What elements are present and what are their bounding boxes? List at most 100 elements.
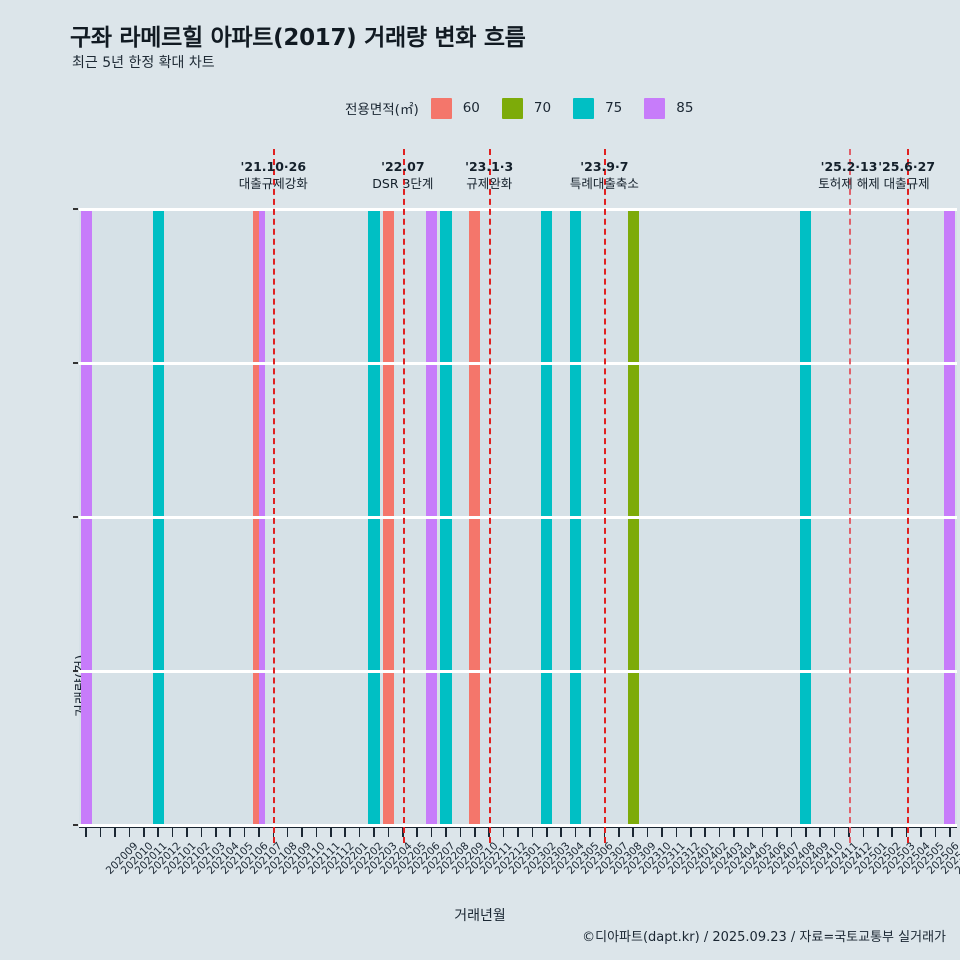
- event-label-202309: 특례대출축소: [569, 176, 639, 191]
- legend-label-75: 75: [605, 100, 623, 116]
- event-line-202110: [273, 149, 276, 843]
- x-tick-mark-202209: [430, 828, 433, 837]
- legend-item-85[interactable]: 85: [644, 97, 715, 119]
- event-date-202506: '25.6·27: [878, 159, 936, 174]
- event-label-202207: DSR 3단계: [372, 176, 434, 191]
- event-line-202502: [849, 149, 852, 843]
- x-tick-mark-202410: [790, 828, 793, 837]
- gridline-y-0.25: [79, 669, 957, 673]
- legend-item-70[interactable]: 70: [501, 97, 573, 119]
- event-label-202506: 대출규제: [883, 176, 930, 191]
- x-tick-mark-202211: [459, 828, 462, 837]
- legend-item-75[interactable]: 75: [573, 97, 644, 119]
- event-label-202110: 대출규제강화: [238, 176, 308, 191]
- x-tick-mark-202202: [330, 828, 332, 837]
- x-tick-mark-202505: [891, 828, 894, 837]
- legend-swatch-60: [430, 97, 452, 119]
- x-tick-mark-202307: [574, 828, 577, 837]
- x-tick-mark-202212: [474, 828, 476, 837]
- event-label-202502: 토허제 해제: [818, 176, 880, 191]
- x-tick-mark-202502: [848, 828, 850, 837]
- x-tick-mark-202302: [502, 828, 505, 837]
- event-annotation-202502: '25.2·13 토허제 해제: [818, 158, 879, 193]
- event-date-202207: '22.07: [381, 159, 425, 174]
- x-tick-mark-202305: [545, 828, 548, 837]
- x-tick-mark-202309: [603, 828, 606, 837]
- x-tick-mark-202405: [718, 828, 721, 837]
- event-date-202502: '25.2·13: [820, 159, 878, 174]
- event-date-202301: '23.1·3: [465, 159, 514, 174]
- x-tick-mark-202409: [776, 828, 778, 837]
- event-annotation-202301: '23.1·3 규제완화: [465, 158, 513, 193]
- event-annotation-202110: '21.10·26 대출규제강화: [239, 158, 308, 193]
- x-tick-mark-202111: [286, 828, 289, 837]
- x-tick-mark-202402: [675, 828, 678, 837]
- y-tick-mark: [73, 516, 78, 518]
- x-tick-mark-202010: [99, 828, 102, 837]
- event-line-202309: [604, 149, 607, 843]
- x-tick-mark-202504: [877, 828, 879, 837]
- legend-swatch-85: [644, 97, 666, 119]
- x-tick-mark-202403: [689, 828, 692, 837]
- event-label-202301: 규제완화: [466, 176, 513, 191]
- x-tick-mark-202112: [301, 828, 303, 837]
- x-tick-mark-202312: [646, 828, 649, 837]
- x-tick-mark-202011: [114, 828, 116, 837]
- y-tick-mark: [73, 362, 78, 364]
- x-tick-mark-202303: [517, 828, 519, 837]
- event-line-202301: [489, 149, 492, 843]
- x-tick-mark-202106: [214, 828, 217, 837]
- x-tick-mark-202408: [761, 828, 764, 837]
- x-tick-mark-202406: [733, 828, 735, 837]
- x-tick-mark-202210: [445, 828, 447, 837]
- legend-label-85: 85: [676, 100, 694, 116]
- legend-swatch-70: [501, 97, 523, 119]
- x-tick-mark-202507: [920, 828, 922, 837]
- gridline-y-0.75: [79, 361, 957, 365]
- x-tick-mark-202203: [344, 828, 347, 837]
- x-tick-mark-202102: [157, 828, 159, 837]
- y-tick-mark: [73, 670, 78, 672]
- x-tick-mark-202103: [171, 828, 174, 837]
- x-tick-mark-202012: [128, 828, 131, 837]
- x-tick-mark-202009: [85, 828, 87, 837]
- x-tick-mark-202105: [200, 828, 203, 837]
- x-tick-mark-202407: [747, 828, 750, 837]
- x-tick-mark-202108: [243, 828, 246, 837]
- x-tick-mark-202508: [934, 828, 937, 837]
- gridline-y-1.00: [79, 207, 957, 211]
- legend: 전용면적(㎡) 60 70 75 85: [345, 97, 715, 119]
- x-tick-mark-202311: [632, 828, 634, 837]
- event-annotation-202207: '22.07 DSR 3단계: [372, 158, 433, 193]
- event-annotation-202309: '23.9·7 특례대출축소: [570, 158, 639, 193]
- x-tick-mark-202404: [704, 828, 706, 837]
- event-line-202207: [402, 149, 405, 843]
- x-tick-mark-202201: [315, 828, 318, 837]
- x-tick-mark-202310: [617, 828, 620, 837]
- event-line-202506: [906, 149, 909, 843]
- x-tick-mark-202503: [862, 828, 865, 837]
- x-tick-mark-202509: [949, 828, 951, 837]
- legend-label-70: 70: [533, 100, 552, 116]
- x-tick-mark-202306: [560, 828, 562, 837]
- x-tick-mark-202412: [819, 828, 822, 837]
- x-tick-mark-202304: [531, 828, 534, 837]
- x-tick-mark-202401: [661, 828, 663, 837]
- x-tick-mark-202109: [258, 828, 260, 837]
- y-tick-mark: [73, 208, 78, 210]
- page-title: 구좌 라메르힐 아파트(2017) 거래량 변화 흐름: [70, 25, 526, 51]
- x-tick-mark-202308: [589, 828, 591, 837]
- legend-item-60[interactable]: 60: [430, 97, 502, 119]
- plot-area: 0.000.250.500.751.00거래량(건): [73, 149, 957, 843]
- event-annotation-202506: '25.6·27 대출규제: [878, 158, 935, 193]
- x-tick-mark-202104: [186, 828, 188, 837]
- page-subtitle: 최근 5년 한정 확대 차트: [72, 55, 215, 71]
- x-axis-title: 거래년월: [454, 908, 506, 924]
- event-date-202309: '23.9·7: [580, 159, 629, 174]
- x-tick-mark-202205: [373, 828, 375, 837]
- x-tick-mark-202411: [805, 828, 807, 837]
- y-tick-mark: [73, 824, 78, 826]
- footer-credit: ©디아파트(dapt.kr) / 2025.09.23 / 자료=국토교통부 실…: [582, 930, 946, 945]
- x-tick-mark-202107: [229, 828, 231, 837]
